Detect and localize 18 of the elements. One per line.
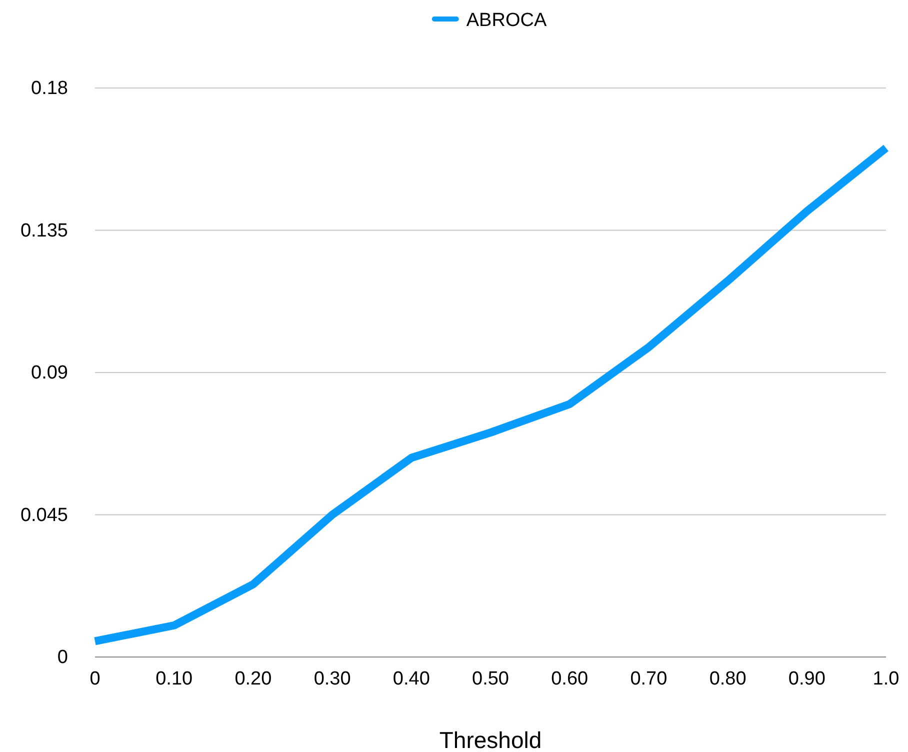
x-tick-label: 1.0 (872, 668, 900, 690)
x-tick-label: 0.70 (630, 668, 668, 690)
legend-label: ABROCA (466, 10, 547, 31)
x-tick-label: 0.10 (156, 668, 193, 690)
x-tick-label: 0 (90, 668, 100, 690)
x-tick-label: 0.90 (788, 668, 826, 690)
x-tick-label: 0.50 (472, 668, 509, 690)
y-tick-label: 0.135 (20, 220, 68, 242)
x-tick-label: 0.60 (551, 668, 588, 690)
y-tick-label: 0 (57, 647, 68, 668)
y-tick-label: 0.09 (31, 362, 68, 384)
x-tick-label: 0.30 (314, 668, 351, 690)
y-tick-label: 0.18 (31, 78, 68, 100)
x-tick-label: 0.40 (392, 668, 430, 690)
x-tick-label: 0.80 (709, 668, 746, 690)
x-axis-title: Threshold (439, 727, 542, 752)
x-tick-label: 0.20 (234, 668, 272, 690)
y-tick-label: 0.045 (20, 504, 68, 526)
